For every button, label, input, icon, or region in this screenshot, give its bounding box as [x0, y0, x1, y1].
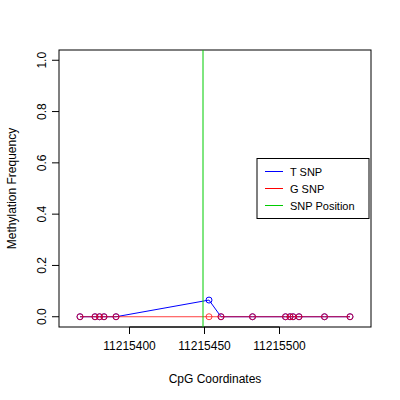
x-tick	[279, 327, 280, 334]
snp-position-line	[203, 50, 204, 327]
y-tick	[52, 60, 59, 61]
y-tick-label: 0.4	[35, 205, 49, 222]
x-axis-label: CpG Coordinates	[169, 372, 262, 386]
legend-swatch	[265, 171, 283, 172]
y-tick-label: 1.0	[35, 52, 49, 69]
legend-box	[257, 159, 369, 219]
y-tick-label: 0.2	[35, 257, 49, 274]
x-tick-label: 11215400	[103, 339, 156, 353]
x-tick-label: 11215450	[178, 339, 231, 353]
series-line	[80, 316, 350, 317]
chart-svg: 11215400 11215450 11215500 0.0 0.2 0.4 0.6 0.8 1…	[0, 0, 400, 400]
legend-swatch	[265, 188, 283, 189]
plot-data	[77, 50, 353, 327]
legend-label: SNP Position	[290, 200, 355, 212]
series-point	[296, 314, 302, 320]
y-tick	[52, 265, 59, 266]
series-point	[250, 314, 256, 320]
series-point	[113, 314, 119, 320]
y-tick	[52, 316, 59, 317]
series-point	[101, 314, 107, 320]
y-tick	[52, 214, 59, 215]
chart-container: 11215400 11215450 11215500 0.0 0.2 0.4 0.6 0.8 1…	[0, 0, 400, 400]
series-point	[322, 314, 328, 320]
series-point	[206, 314, 212, 320]
x-tick	[129, 327, 130, 334]
y-tick-label: 0.8	[35, 103, 49, 120]
series-line	[80, 300, 350, 317]
series-point	[218, 314, 224, 320]
series-point	[347, 314, 353, 320]
x-axis-line	[130, 327, 280, 328]
legend-label: G SNP	[290, 183, 324, 195]
plot-frame	[59, 50, 371, 327]
x-tick	[204, 327, 205, 334]
series-point	[290, 314, 296, 320]
legend-swatch	[265, 205, 283, 206]
y-tick	[52, 111, 59, 112]
series-point	[77, 314, 83, 320]
y-tick-label: 0.0	[35, 308, 49, 325]
legend-label: T SNP	[290, 166, 322, 178]
x-tick-label: 11215500	[253, 339, 306, 353]
y-axis-label: Methylation Frequency	[5, 128, 19, 249]
y-tick	[52, 162, 59, 163]
series-point	[206, 297, 212, 303]
y-tick-label: 0.6	[35, 154, 49, 171]
